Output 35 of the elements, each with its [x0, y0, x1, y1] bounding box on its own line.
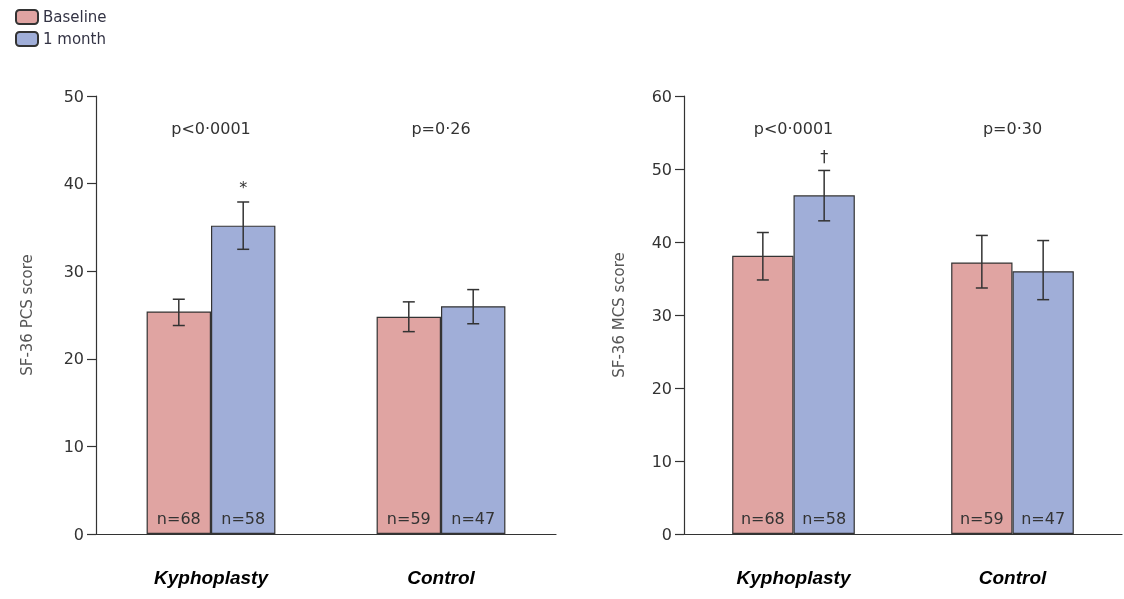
- y-tick-label: 10: [63, 436, 84, 456]
- y-tick-label: 60: [651, 86, 672, 106]
- y-tick-label: 0: [73, 524, 84, 544]
- y-tick-label: 20: [63, 349, 84, 369]
- annotation: n=47: [451, 508, 496, 528]
- legend-label: 1 month: [43, 30, 106, 48]
- y-tick-label: 40: [651, 232, 672, 252]
- annotation: n=59: [959, 508, 1004, 528]
- y-tick-label: 0: [661, 524, 672, 544]
- annotation: p=0·26: [411, 119, 471, 139]
- annotation: p<0·0001: [171, 119, 251, 139]
- annotation: n=68: [156, 508, 201, 528]
- annotation: p<0·0001: [753, 119, 834, 139]
- annotation: n=68: [740, 508, 785, 528]
- x-tick-label: Control: [978, 567, 1047, 588]
- y-tick-label: 30: [63, 261, 84, 281]
- annotation: n=59: [386, 508, 431, 528]
- y-tick-label: 10: [651, 451, 672, 471]
- annotation: †: [820, 146, 829, 166]
- y-tick-label: 50: [63, 86, 84, 106]
- annotation: n=47: [1021, 508, 1066, 528]
- legend-label: Baseline: [43, 8, 107, 26]
- x-tick-label: Kyphoplasty: [153, 567, 270, 588]
- annotation: n=58: [221, 508, 266, 528]
- annotation: p=0·30: [982, 119, 1043, 139]
- x-tick-label: Kyphoplasty: [736, 567, 852, 588]
- x-tick-label: Control: [407, 567, 476, 588]
- annotation: *: [239, 178, 248, 198]
- y-axis-title: SF-36 PCS score: [17, 254, 36, 376]
- annotation: n=58: [802, 508, 847, 528]
- y-tick-label: 20: [651, 378, 672, 398]
- y-axis-title: SF-36 MCS score: [609, 252, 628, 378]
- y-tick-label: 50: [651, 159, 672, 179]
- y-tick-label: 40: [63, 174, 84, 194]
- y-tick-label: 30: [651, 305, 672, 325]
